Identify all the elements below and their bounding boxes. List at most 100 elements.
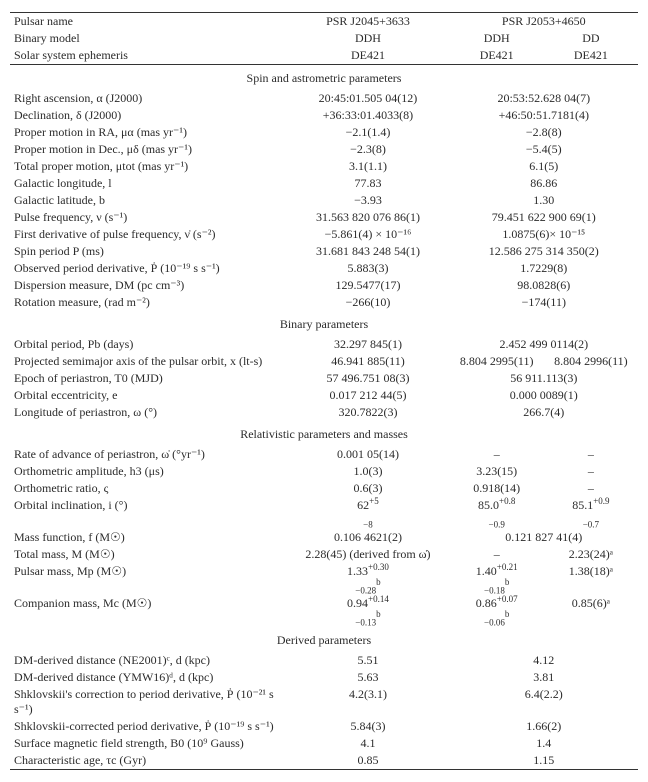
row-val: 3.81 (450, 669, 638, 686)
row-val: −266(10) (286, 294, 449, 311)
row-val: – (544, 463, 638, 480)
row-val: – (450, 446, 544, 463)
row-label: Dispersion measure, DM (pc cm⁻³) (10, 277, 286, 294)
row-val: 20:45:01.505 04(12) (286, 90, 449, 107)
row-val: 2.23(24)ᵃ (544, 546, 638, 563)
row-label: Spin period P (ms) (10, 243, 286, 260)
row-val: +46:50:51.7181(4) (450, 107, 638, 124)
row-val: 1.7229(8) (450, 260, 638, 277)
row-label: Longitude of periastron, ω (°) (10, 404, 286, 421)
row-val: 0.6(3) (286, 480, 449, 497)
hdr-model-p2a: DDH (450, 30, 544, 47)
row-label: Pulsar mass, Mp (M☉) (10, 563, 286, 595)
row-val: 0.86+0.07−0.06b (450, 595, 544, 627)
row-val: 1.4 (450, 735, 638, 752)
row-val: 85.0+0.8−0.9 (450, 497, 544, 529)
hdr-ephem-label: Solar system ephemeris (10, 47, 286, 65)
row-val: 3.1(1.1) (286, 158, 449, 175)
row-val: −5.4(5) (450, 141, 638, 158)
row-label: Surface magnetic field strength, B0 (10⁹… (10, 735, 286, 752)
row-val: 0.918(14) (450, 480, 544, 497)
row-val: 8.804 2995(11) (450, 353, 544, 370)
hdr-p2: PSR J2053+4650 (450, 13, 638, 31)
hdr-p1: PSR J2045+3633 (286, 13, 449, 31)
row-label: Shklovskii's correction to period deriva… (10, 686, 286, 718)
row-label: Orbital inclination, i (°) (10, 497, 286, 529)
row-val: −174(11) (450, 294, 638, 311)
row-val: 86.86 (450, 175, 638, 192)
row-val: 1.0875(6)× 10⁻¹⁵ (450, 226, 638, 243)
row-val: 1.40+0.21−0.18b (450, 563, 544, 595)
row-label: Declination, δ (J2000) (10, 107, 286, 124)
hdr-ephem-p2b: DE421 (544, 47, 638, 65)
row-val: 5.63 (286, 669, 449, 686)
row-val: 5.51 (286, 652, 449, 669)
row-label: DM-derived distance (NE2001)ᶜ, d (kpc) (10, 652, 286, 669)
row-val: 1.15 (450, 752, 638, 770)
row-val: 98.0828(6) (450, 277, 638, 294)
row-val: 5.84(3) (286, 718, 449, 735)
row-val: 4.12 (450, 652, 638, 669)
section-spin: Spin and astrometric parameters (10, 65, 638, 91)
row-val: 12.586 275 314 350(2) (450, 243, 638, 260)
row-val: 79.451 622 900 69(1) (450, 209, 638, 226)
row-val: 3.23(15) (450, 463, 544, 480)
row-label: Proper motion in RA, μα (mas yr⁻¹) (10, 124, 286, 141)
row-val: −5.861(4) × 10⁻¹⁶ (286, 226, 449, 243)
hdr-model-p2b: DD (544, 30, 638, 47)
row-val: −2.8(8) (450, 124, 638, 141)
row-val: 6.4(2.2) (450, 686, 638, 718)
row-val: 0.001 05(14) (286, 446, 449, 463)
row-label: DM-derived distance (YMW16)ᵈ, d (kpc) (10, 669, 286, 686)
row-val: 5.883(3) (286, 260, 449, 277)
row-val: +36:33:01.4033(8) (286, 107, 449, 124)
row-val: 4.1 (286, 735, 449, 752)
row-val: 2.28(45) (derived from ω̇) (286, 546, 449, 563)
row-val: 1.38(18)ᵃ (544, 563, 638, 595)
hdr-ephem-p1: DE421 (286, 47, 449, 65)
row-val: 0.000 0089(1) (450, 387, 638, 404)
row-label: Rate of advance of periastron, ω̇ (°yr⁻¹… (10, 446, 286, 463)
row-val: 0.94+0.14−0.13b (286, 595, 449, 627)
row-label: Orbital period, Pb (days) (10, 336, 286, 353)
row-label: Orbital eccentricity, e (10, 387, 286, 404)
row-label: Observed period derivative, Ṗ (10⁻¹⁹ s s… (10, 260, 286, 277)
row-label: Projected semimajor axis of the pulsar o… (10, 353, 286, 370)
parameters-table: Pulsar name PSR J2045+3633 PSR J2053+465… (10, 12, 638, 770)
row-label: Companion mass, Mc (M☉) (10, 595, 286, 627)
row-val: 1.30 (450, 192, 638, 209)
hdr-model-p1: DDH (286, 30, 449, 47)
row-label: Pulse frequency, ν (s⁻¹) (10, 209, 286, 226)
row-val: – (450, 546, 544, 563)
row-label: Rotation measure, (rad m⁻²) (10, 294, 286, 311)
row-label: Total proper motion, μtot (mas yr⁻¹) (10, 158, 286, 175)
row-val: 8.804 2996(11) (544, 353, 638, 370)
row-label: Orthometric amplitude, h3 (μs) (10, 463, 286, 480)
row-val: 129.5477(17) (286, 277, 449, 294)
hdr-model-label: Binary model (10, 30, 286, 47)
row-val: 46.941 885(11) (286, 353, 449, 370)
row-val: 0.106 4621(2) (286, 529, 449, 546)
row-val: 0.017 212 44(5) (286, 387, 449, 404)
row-val: 320.7822(3) (286, 404, 449, 421)
row-val: 2.452 499 0114(2) (450, 336, 638, 353)
row-val: 266.7(4) (450, 404, 638, 421)
row-val: 57 496.751 08(3) (286, 370, 449, 387)
section-rel: Relativistic parameters and masses (10, 421, 638, 446)
row-val: −3.93 (286, 192, 449, 209)
row-label: Total mass, M (M☉) (10, 546, 286, 563)
row-val: 1.0(3) (286, 463, 449, 480)
row-label: Galactic latitude, b (10, 192, 286, 209)
row-val: 62+5−8 (286, 497, 449, 529)
row-label: First derivative of pulse frequency, ν̇ … (10, 226, 286, 243)
row-val: 6.1(5) (450, 158, 638, 175)
row-label: Characteristic age, τc (Gyr) (10, 752, 286, 770)
row-val: 1.66(2) (450, 718, 638, 735)
row-val: 4.2(3.1) (286, 686, 449, 718)
row-val: 56 911.113(3) (450, 370, 638, 387)
row-val: 20:53:52.628 04(7) (450, 90, 638, 107)
row-val: – (544, 480, 638, 497)
row-val: 0.85(6)ᵃ (544, 595, 638, 627)
row-val: −2.3(8) (286, 141, 449, 158)
row-val: 31.681 843 248 54(1) (286, 243, 449, 260)
